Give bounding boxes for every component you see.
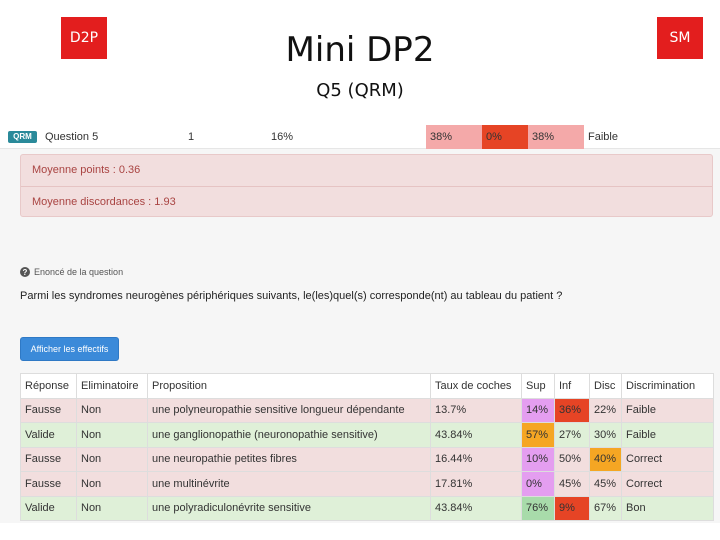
question-rating: Faible — [588, 131, 618, 143]
cell-proposition: une multinévrite — [147, 471, 431, 497]
cell-disc: 67% — [589, 495, 622, 521]
moyenne-points: Moyenne points : 0.36 — [32, 164, 141, 176]
header-reponse[interactable]: Réponse — [20, 373, 77, 399]
enonce-heading: ? Enoncé de la question — [20, 267, 123, 277]
cell-eliminatoire: Non — [76, 446, 148, 472]
stats-panel: Moyenne points : 0.36 Moyenne discordanc… — [20, 154, 713, 217]
sm-badge: SM — [657, 17, 703, 59]
cell-discrimination: Correct — [621, 471, 714, 497]
cell-proposition: une neuropathie petites fibres — [147, 446, 431, 472]
table-row: Fausse Non une polyneuropathie sensitive… — [20, 397, 714, 423]
header-sup[interactable]: Sup — [521, 373, 555, 399]
cell-discrimination: Bon — [621, 495, 714, 521]
cell-reponse: Valide — [20, 495, 77, 521]
table-row: Valide Non une polyradiculonévrite sensi… — [20, 495, 714, 521]
table-header-row: Réponse Eliminatoire Proposition Taux de… — [20, 373, 714, 399]
table-row: Valide Non une ganglionopathie (neuronop… — [20, 422, 714, 448]
cell-sup: 0% — [521, 471, 555, 497]
header-eliminatoire[interactable]: Eliminatoire — [76, 373, 148, 399]
cell-inf: 27% — [554, 422, 590, 448]
cell-eliminatoire: Non — [76, 422, 148, 448]
bar-segment-2: 0% — [482, 125, 528, 149]
cell-taux: 13.7% — [430, 397, 522, 423]
cell-disc: 22% — [589, 397, 622, 423]
show-counts-button[interactable]: Afficher les effectifs — [20, 337, 119, 361]
cell-taux: 43.84% — [430, 495, 522, 521]
table-row: Fausse Non une multinévrite 17.81% 0% 45… — [20, 471, 714, 497]
cell-discrimination: Faible — [621, 422, 714, 448]
header-proposition[interactable]: Proposition — [147, 373, 431, 399]
header-inf[interactable]: Inf — [554, 373, 590, 399]
cell-disc: 40% — [589, 446, 622, 472]
question-report: QRM Question 5 1 16% 38% 0% 38% Faible M… — [0, 125, 720, 523]
cell-proposition: une polyneuropathie sensitive longueur d… — [147, 397, 431, 423]
bar-segment-1: 38% — [426, 125, 482, 149]
cell-reponse: Valide — [20, 422, 77, 448]
cell-disc: 45% — [589, 471, 622, 497]
enonce-label: Enoncé de la question — [34, 267, 124, 277]
question-text: Parmi les syndromes neurogènes périphéri… — [20, 290, 563, 302]
slide-subtitle: Q5 (QRM) — [316, 80, 404, 101]
question-label: Question 5 — [45, 131, 99, 143]
cell-taux: 17.81% — [430, 471, 522, 497]
qrm-tag: QRM — [8, 131, 37, 143]
panel-divider — [21, 186, 712, 187]
cell-inf: 9% — [554, 495, 590, 521]
question-percent: 16% — [271, 131, 294, 143]
cell-eliminatoire: Non — [76, 495, 148, 521]
question-number: 1 — [188, 131, 195, 143]
cell-inf: 45% — [554, 471, 590, 497]
cell-sup: 10% — [521, 446, 555, 472]
cell-inf: 50% — [554, 446, 590, 472]
cell-inf: 36% — [554, 397, 590, 423]
cell-disc: 30% — [589, 422, 622, 448]
cell-discrimination: Correct — [621, 446, 714, 472]
header-taux[interactable]: Taux de coches — [430, 373, 522, 399]
cell-discrimination: Faible — [621, 397, 714, 423]
cell-sup: 14% — [521, 397, 555, 423]
cell-sup: 57% — [521, 422, 555, 448]
header-discrimination[interactable]: Discrimination — [621, 373, 714, 399]
cell-sup: 76% — [521, 495, 555, 521]
cell-eliminatoire: Non — [76, 397, 148, 423]
question-circle-icon: ? — [20, 267, 30, 277]
slide-title: Mini DP2 — [285, 30, 435, 70]
cell-reponse: Fausse — [20, 446, 77, 472]
results-table: Réponse Eliminatoire Proposition Taux de… — [20, 373, 714, 521]
cell-proposition: une ganglionopathie (neuronopathie sensi… — [147, 422, 431, 448]
moyenne-discordances: Moyenne discordances : 1.93 — [32, 196, 176, 208]
cell-reponse: Fausse — [20, 471, 77, 497]
d2p-badge: D2P — [61, 17, 107, 59]
cell-eliminatoire: Non — [76, 471, 148, 497]
cell-taux: 43.84% — [430, 422, 522, 448]
cell-taux: 16.44% — [430, 446, 522, 472]
bar-segment-3: 38% — [528, 125, 584, 149]
table-row: Fausse Non une neuropathie petites fibre… — [20, 446, 714, 472]
cell-proposition: une polyradiculonévrite sensitive — [147, 495, 431, 521]
cell-reponse: Fausse — [20, 397, 77, 423]
question-summary-row[interactable]: QRM Question 5 1 16% 38% 0% 38% Faible — [0, 125, 720, 149]
header-disc[interactable]: Disc — [589, 373, 622, 399]
